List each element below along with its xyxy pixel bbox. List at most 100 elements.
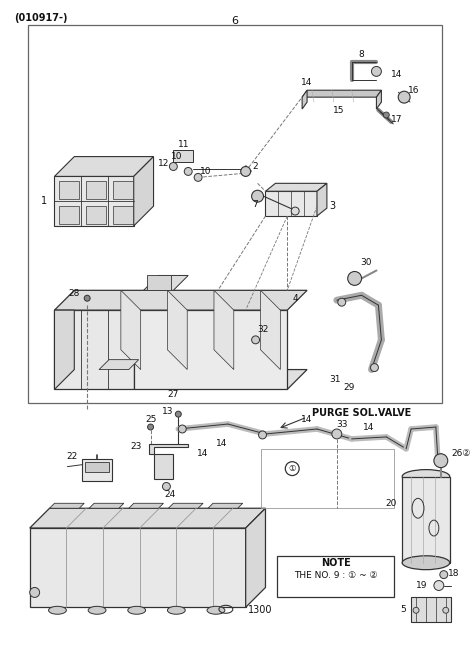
- Polygon shape: [246, 509, 265, 608]
- Circle shape: [147, 424, 154, 430]
- Polygon shape: [55, 157, 154, 177]
- Text: 4: 4: [292, 294, 298, 303]
- Text: 6: 6: [231, 16, 238, 26]
- Bar: [82, 459, 112, 481]
- Circle shape: [348, 272, 362, 285]
- Text: 22: 22: [66, 452, 77, 461]
- Polygon shape: [134, 157, 154, 226]
- Circle shape: [398, 91, 410, 103]
- Text: 1300: 1300: [247, 606, 272, 615]
- Circle shape: [291, 207, 299, 215]
- Text: PURGE SOL.VALVE: PURGE SOL.VALVE: [312, 408, 411, 418]
- Circle shape: [252, 336, 260, 344]
- Text: 10: 10: [171, 152, 182, 161]
- Polygon shape: [129, 503, 164, 509]
- Text: 24: 24: [165, 490, 176, 499]
- Polygon shape: [99, 360, 139, 369]
- Text: 32: 32: [257, 325, 268, 334]
- Polygon shape: [265, 192, 317, 216]
- Circle shape: [413, 608, 419, 613]
- Polygon shape: [173, 149, 193, 162]
- Text: ①: ①: [289, 464, 296, 473]
- Text: 19: 19: [417, 581, 428, 590]
- Circle shape: [184, 168, 192, 175]
- Polygon shape: [317, 183, 327, 216]
- Bar: [86, 206, 106, 224]
- Text: 14: 14: [363, 422, 374, 432]
- Ellipse shape: [48, 606, 66, 614]
- Text: 25: 25: [145, 415, 156, 424]
- Text: (010917-): (010917-): [14, 13, 67, 23]
- Ellipse shape: [128, 606, 146, 614]
- Ellipse shape: [207, 606, 225, 614]
- Circle shape: [383, 112, 389, 118]
- Polygon shape: [55, 291, 307, 310]
- Text: 17: 17: [391, 115, 402, 124]
- Polygon shape: [55, 177, 134, 226]
- Text: 7: 7: [253, 200, 258, 208]
- Circle shape: [338, 298, 346, 306]
- Circle shape: [252, 190, 264, 202]
- Ellipse shape: [167, 606, 185, 614]
- Text: 18: 18: [448, 569, 459, 578]
- Polygon shape: [265, 183, 327, 192]
- Text: 29: 29: [343, 383, 355, 392]
- Circle shape: [30, 587, 40, 597]
- Polygon shape: [168, 503, 203, 509]
- Polygon shape: [261, 291, 280, 369]
- Text: 14: 14: [391, 70, 402, 79]
- Bar: [277, 556, 394, 597]
- Bar: [59, 206, 79, 224]
- Polygon shape: [121, 291, 141, 369]
- Polygon shape: [49, 503, 84, 509]
- Text: 2: 2: [253, 162, 258, 171]
- Ellipse shape: [402, 470, 450, 483]
- Ellipse shape: [402, 556, 450, 569]
- Polygon shape: [134, 310, 287, 389]
- Text: 15: 15: [333, 105, 345, 115]
- Text: 27: 27: [168, 390, 179, 399]
- Circle shape: [434, 580, 444, 591]
- Text: 14: 14: [301, 415, 313, 424]
- Circle shape: [372, 67, 382, 76]
- Circle shape: [194, 173, 202, 181]
- Text: 12: 12: [158, 159, 169, 168]
- Circle shape: [84, 295, 90, 302]
- Circle shape: [440, 571, 448, 578]
- Text: 33: 33: [336, 419, 347, 428]
- Polygon shape: [154, 454, 173, 479]
- Bar: [261, 449, 394, 509]
- Bar: [59, 181, 79, 199]
- Text: 14: 14: [216, 439, 228, 448]
- Circle shape: [258, 431, 266, 439]
- Polygon shape: [30, 509, 265, 528]
- Polygon shape: [208, 503, 243, 509]
- Polygon shape: [55, 369, 307, 389]
- Text: 10: 10: [201, 167, 212, 176]
- Circle shape: [163, 483, 170, 490]
- Polygon shape: [148, 444, 188, 454]
- Polygon shape: [376, 90, 382, 109]
- Ellipse shape: [88, 606, 106, 614]
- Polygon shape: [55, 310, 74, 389]
- Polygon shape: [214, 291, 234, 369]
- Text: 30: 30: [361, 258, 372, 267]
- Text: 20: 20: [385, 499, 396, 508]
- Text: 16: 16: [408, 85, 420, 94]
- Bar: [113, 206, 133, 224]
- Polygon shape: [411, 597, 451, 622]
- Circle shape: [169, 162, 177, 170]
- Bar: [86, 181, 106, 199]
- Bar: [85, 462, 109, 472]
- Polygon shape: [144, 276, 188, 291]
- Bar: [113, 181, 133, 199]
- Circle shape: [241, 166, 251, 177]
- Text: 28: 28: [68, 289, 79, 298]
- Text: 1: 1: [41, 196, 47, 206]
- Circle shape: [371, 364, 378, 371]
- Circle shape: [434, 454, 448, 468]
- Text: 11: 11: [177, 140, 189, 149]
- Text: 14: 14: [197, 449, 209, 458]
- Bar: [146, 276, 172, 291]
- Polygon shape: [302, 90, 382, 97]
